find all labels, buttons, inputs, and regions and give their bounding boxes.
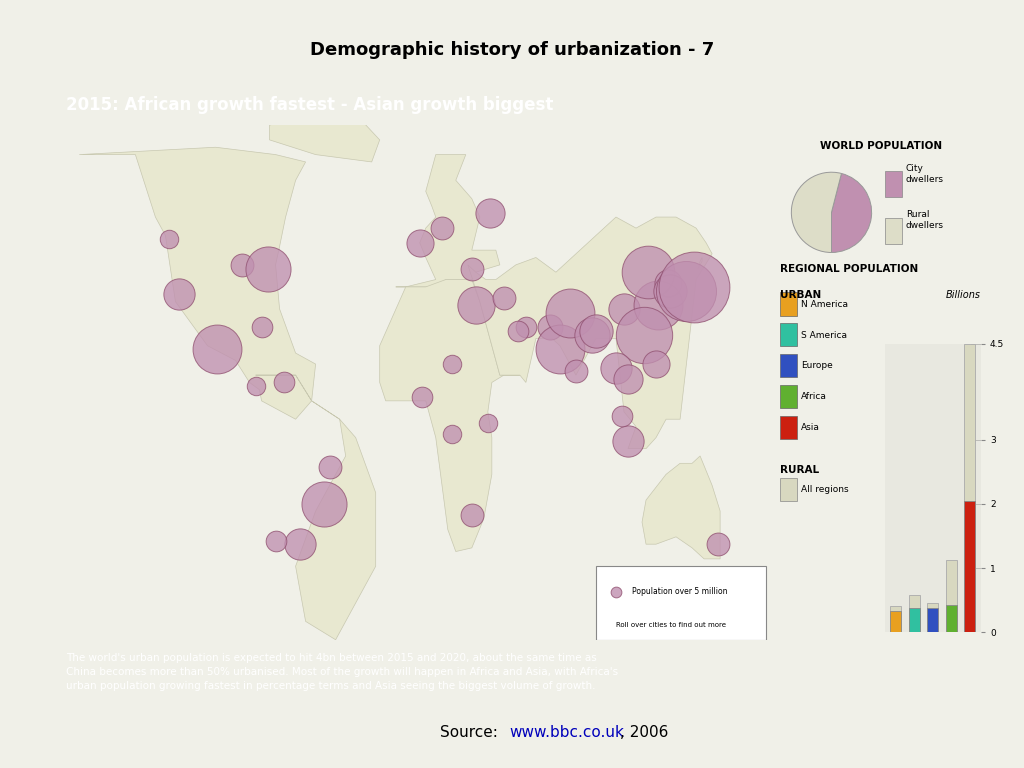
Point	[620, 372, 636, 385]
Point	[248, 380, 264, 392]
Point	[510, 325, 526, 337]
Point	[414, 391, 430, 403]
Point	[292, 538, 308, 551]
Point	[562, 306, 579, 319]
Text: Europe: Europe	[801, 362, 833, 370]
Text: All regions: All regions	[801, 485, 849, 494]
Text: S America: S America	[801, 331, 847, 339]
Bar	[890, 611, 901, 632]
Point	[567, 366, 584, 378]
Point	[443, 358, 460, 370]
Point	[710, 538, 726, 551]
Point	[412, 237, 428, 249]
Point	[481, 207, 498, 220]
Polygon shape	[698, 257, 702, 269]
Point	[161, 233, 177, 245]
Text: Population over 5 million: Population over 5 million	[632, 588, 727, 597]
Text: Rural
dwellers: Rural dwellers	[905, 210, 944, 230]
Point	[468, 299, 484, 312]
Text: Billions: Billions	[946, 290, 981, 300]
Point	[322, 461, 338, 473]
Text: N America: N America	[801, 300, 848, 309]
Text: The world's urban population is expected to hit 4bn between 2015 and 2020, about: The world's urban population is expected…	[67, 653, 618, 690]
Point	[315, 498, 332, 510]
Point	[433, 222, 450, 234]
Point	[518, 321, 535, 333]
Bar	[946, 561, 956, 632]
Bar	[928, 607, 938, 632]
Point	[233, 259, 250, 271]
Bar	[780, 293, 797, 316]
Point	[267, 535, 284, 547]
Text: REGIONAL POPULATION: REGIONAL POPULATION	[780, 264, 919, 274]
Point	[542, 321, 558, 333]
Point	[584, 329, 600, 341]
Point	[640, 266, 656, 278]
Text: , 2006: , 2006	[620, 725, 668, 740]
Polygon shape	[676, 287, 686, 302]
Polygon shape	[468, 217, 712, 449]
Bar	[909, 607, 920, 632]
Polygon shape	[395, 154, 500, 287]
Point	[552, 343, 568, 356]
Point	[259, 263, 275, 275]
Text: Asia: Asia	[801, 423, 820, 432]
Text: Roll over cities to find out more: Roll over cities to find out more	[616, 622, 726, 628]
Bar	[780, 323, 797, 346]
Text: RURAL: RURAL	[780, 465, 819, 475]
Bar	[965, 501, 976, 632]
Bar	[885, 218, 901, 243]
Bar	[909, 595, 920, 632]
Text: WORLD POPULATION: WORLD POPULATION	[819, 141, 942, 151]
Point	[648, 358, 665, 370]
Point	[608, 586, 625, 598]
Point	[686, 281, 702, 293]
Point	[443, 428, 460, 440]
Text: Africa: Africa	[801, 392, 827, 402]
Point	[608, 362, 625, 374]
Point	[588, 325, 604, 337]
Point	[464, 263, 480, 275]
Bar	[946, 605, 956, 632]
FancyBboxPatch shape	[596, 566, 766, 640]
Point	[659, 277, 676, 290]
Text: 2015: African growth fastest - Asian growth biggest: 2015: African growth fastest - Asian gro…	[67, 96, 554, 114]
Point	[496, 292, 512, 304]
Text: www.bbc.co.uk: www.bbc.co.uk	[509, 725, 624, 740]
Point	[662, 284, 678, 296]
Point	[209, 343, 225, 356]
Bar	[885, 171, 901, 197]
Point	[479, 417, 496, 429]
Polygon shape	[79, 147, 315, 419]
Polygon shape	[269, 114, 380, 162]
Polygon shape	[380, 280, 520, 551]
Point	[650, 299, 667, 312]
Point	[253, 321, 269, 333]
Point	[613, 409, 630, 422]
Polygon shape	[256, 375, 376, 640]
Point	[615, 303, 632, 315]
Text: Source:: Source:	[440, 725, 503, 740]
Text: Demographic history of urbanization - 7: Demographic history of urbanization - 7	[310, 41, 714, 59]
Point	[171, 288, 187, 300]
Polygon shape	[642, 456, 720, 559]
Bar	[780, 354, 797, 377]
Point	[636, 329, 652, 341]
Point	[275, 376, 292, 389]
Bar	[780, 478, 797, 501]
Text: URBAN: URBAN	[780, 290, 821, 300]
Bar	[928, 603, 938, 632]
Point	[620, 435, 636, 448]
Bar	[890, 606, 901, 632]
Wedge shape	[831, 174, 871, 253]
Bar	[965, 344, 976, 632]
Bar	[780, 385, 797, 409]
Point	[678, 284, 694, 296]
Point	[464, 508, 480, 521]
Text: City
dwellers: City dwellers	[905, 164, 944, 184]
Bar	[780, 416, 797, 439]
Wedge shape	[792, 172, 842, 253]
